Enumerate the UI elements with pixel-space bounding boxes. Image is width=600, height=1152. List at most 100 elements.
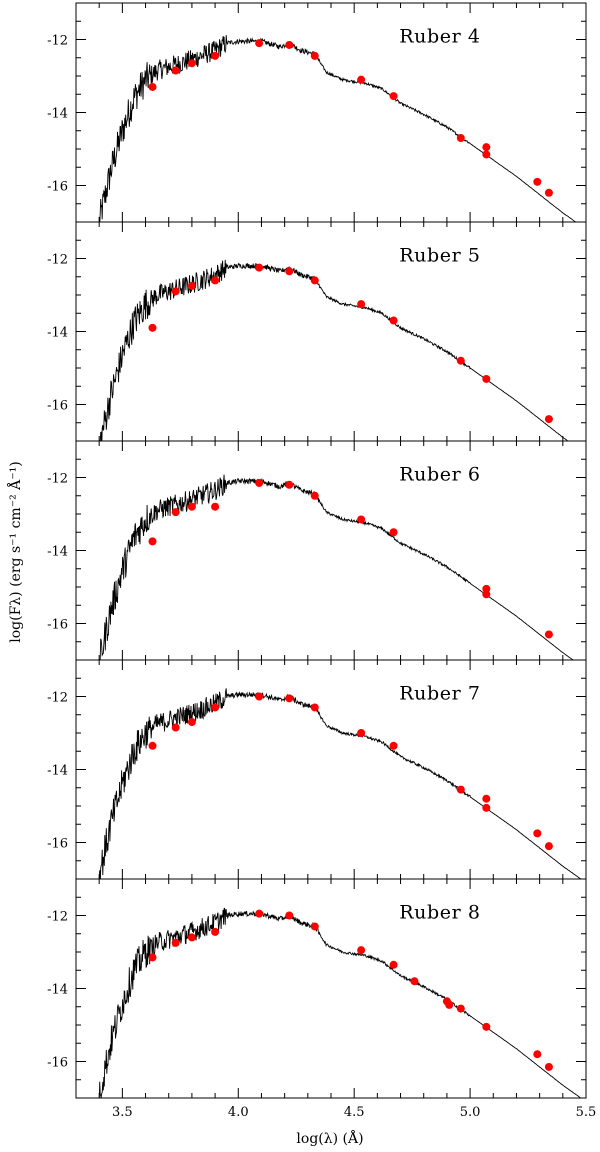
panel-title: Ruber 7	[399, 682, 480, 704]
photometry-point	[148, 82, 157, 91]
model-spectrum-line	[98, 907, 582, 1098]
photometry-point	[389, 960, 398, 969]
photometry-point	[482, 143, 491, 152]
photometry-point	[544, 630, 553, 639]
photometry-point	[285, 480, 294, 489]
photometry-point	[410, 977, 419, 986]
photometry-point	[211, 703, 220, 712]
photometry-point	[533, 1050, 542, 1059]
panel-title: Ruber 8	[399, 901, 480, 923]
model-spectrum-line	[98, 259, 569, 441]
panel-title: Ruber 5	[399, 244, 480, 266]
photometry-point	[482, 1022, 491, 1031]
model-spectrum-line	[98, 474, 575, 660]
photometry-point	[456, 785, 465, 794]
y-tick-label: -12	[47, 691, 68, 706]
photometry-point	[171, 938, 180, 947]
photometry-point	[171, 723, 180, 732]
photometry-point	[389, 316, 398, 325]
photometry-point	[389, 741, 398, 750]
photometry-point	[357, 946, 366, 955]
photometry-point	[148, 741, 157, 750]
photometry-point	[357, 300, 366, 309]
x-tick-label: 5.5	[576, 1105, 597, 1120]
photometry-point	[171, 287, 180, 296]
photometry-point	[357, 729, 366, 737]
x-tick-label: 3.5	[112, 1105, 133, 1120]
photometry-point	[148, 537, 157, 546]
y-tick-label: -14	[47, 545, 68, 560]
y-tick-label: -12	[47, 253, 68, 268]
photometry-point	[187, 59, 196, 68]
photometry-point	[285, 40, 294, 49]
panel-4: -12 -14 -16 Ruber 7	[47, 659, 587, 880]
model-spectrum-line	[98, 35, 577, 222]
photometry-point	[255, 39, 264, 48]
photometry-point	[544, 842, 553, 851]
photometry-point	[456, 1004, 465, 1013]
photometry-point	[357, 515, 366, 524]
photometry-point	[285, 694, 294, 703]
photometry-point	[285, 911, 294, 920]
photometry-point	[445, 1000, 454, 1009]
photometry-point	[544, 415, 553, 424]
photometry-point	[255, 692, 264, 701]
photometry-point	[456, 134, 465, 143]
panel-title: Ruber 4	[399, 25, 480, 47]
y-tick-label: -12	[47, 34, 68, 49]
y-axis-title: log(Fλ) (erg s⁻¹ cm⁻² Å⁻¹)	[6, 461, 24, 642]
x-tick-label: 4.5	[344, 1105, 365, 1120]
y-tick-label: -16	[47, 1056, 68, 1071]
photometry-point	[482, 803, 491, 812]
panel-5: -12 -14 -16 Ruber 8	[47, 878, 587, 1099]
photometry-point	[255, 263, 264, 272]
panel-title: Ruber 6	[399, 463, 480, 485]
photometry-point	[482, 584, 491, 593]
photometry-point	[310, 276, 319, 285]
x-tick-labels: 3.5 4.0 4.5 5.0 5.5	[112, 1105, 596, 1120]
photometry-point	[310, 51, 319, 60]
photometry-point	[171, 508, 180, 517]
y-tick-label: -16	[47, 180, 68, 195]
photometry-point	[211, 51, 220, 60]
photometry-point	[211, 927, 220, 936]
photometry-point	[482, 794, 491, 803]
photometry-point	[456, 356, 465, 365]
panel-3: -12 -14 -16 Ruber 6	[47, 440, 587, 661]
y-tick-label: -16	[47, 837, 68, 852]
photometry-point	[482, 590, 491, 599]
y-tick-label: -16	[47, 618, 68, 633]
photometry-point	[148, 953, 157, 962]
photometry-point	[187, 502, 196, 511]
x-tick-label: 4.0	[228, 1105, 249, 1120]
photometry-point	[171, 66, 180, 75]
photometry-point	[255, 478, 264, 487]
y-tick-label: -16	[47, 399, 68, 414]
photometry-point	[533, 829, 542, 838]
panel-2: -12 -14 -16 Ruber 5	[47, 221, 587, 442]
photometry-point	[310, 703, 319, 712]
model-spectrum-line	[98, 688, 582, 879]
photometry-point	[389, 528, 398, 537]
photometry-point	[544, 188, 553, 197]
photometry-point	[533, 177, 542, 186]
photometry-point	[389, 92, 398, 101]
panel-frame	[75, 878, 587, 1099]
y-tick-label: -14	[47, 326, 68, 341]
photometry-point	[310, 922, 319, 931]
photometry-point	[310, 491, 319, 500]
x-tick-label: 5.0	[460, 1105, 481, 1120]
y-tick-label: -12	[47, 910, 68, 925]
photometry-point	[357, 75, 366, 84]
photometry-point	[187, 718, 196, 727]
photometry-point	[255, 909, 264, 918]
photometry-point	[187, 933, 196, 942]
photometry-point	[482, 150, 491, 159]
photometry-point	[211, 502, 220, 511]
panel-1: -12 -14 -16 Ruber 4	[47, 2, 587, 223]
photometry-point	[482, 374, 491, 383]
photometry-point	[148, 323, 157, 332]
y-tick-label: -14	[47, 983, 68, 998]
photometry-point	[211, 276, 220, 285]
